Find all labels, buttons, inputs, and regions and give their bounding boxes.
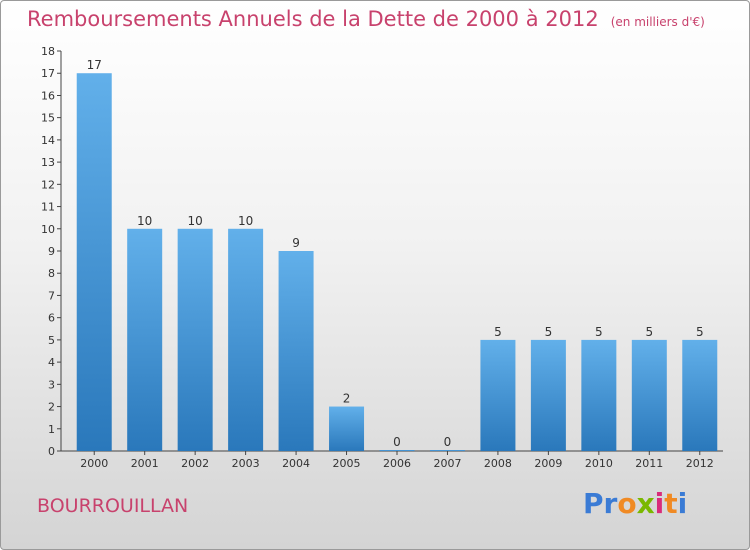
data-label: 5	[545, 325, 553, 339]
y-tick-label: 6	[48, 312, 55, 325]
y-tick-label: 13	[41, 156, 55, 169]
y-tick-label: 2	[48, 401, 55, 414]
bar	[127, 228, 163, 451]
data-label: 5	[696, 325, 704, 339]
data-label: 5	[494, 325, 502, 339]
logo-letter: t	[664, 487, 678, 520]
y-tick-label: 12	[41, 178, 55, 191]
data-label: 5	[595, 325, 603, 339]
y-tick-label: 14	[41, 134, 55, 147]
bar	[379, 450, 415, 451]
bar	[581, 339, 617, 451]
data-labels: 17 10 10 10 9 2 0 0 5 5 5 5 5	[87, 58, 704, 449]
x-tick-label: 2012	[686, 457, 714, 470]
x-tick-label: 2000	[80, 457, 108, 470]
commune-name: BOURROUILLAN	[37, 495, 189, 517]
data-label: 0	[393, 435, 401, 449]
y-tick-label: 17	[41, 67, 55, 80]
unit-note: (en milliers d'€)	[610, 15, 705, 29]
bar	[480, 339, 516, 451]
data-label: 9	[292, 236, 300, 250]
y-tick-label: 7	[48, 289, 55, 302]
x-tick-label: 2007	[433, 457, 461, 470]
bar	[177, 228, 213, 451]
logo-letter: i	[654, 487, 665, 520]
logo-letter: x	[636, 487, 655, 520]
x-tick-label: 2002	[181, 457, 209, 470]
data-label: 17	[87, 58, 102, 72]
y-tick-label: 11	[41, 201, 55, 214]
logo-letter: i	[677, 487, 688, 520]
y-tick-label: 16	[41, 89, 55, 102]
data-label: 0	[444, 435, 452, 449]
data-label: 10	[188, 214, 203, 228]
y-tick-label: 9	[48, 245, 55, 258]
x-tick-label: 2003	[232, 457, 260, 470]
data-label: 10	[137, 214, 152, 228]
data-label: 5	[645, 325, 653, 339]
data-label: 2	[343, 392, 351, 406]
bar	[429, 450, 465, 451]
chart-title: Remboursements Annuels de la Dette de 20…	[27, 7, 705, 31]
data-label: 10	[238, 214, 253, 228]
bar	[682, 339, 718, 451]
x-tick-label: 2001	[131, 457, 159, 470]
y-tick-label: 4	[48, 356, 55, 369]
y-tick-label: 18	[41, 45, 55, 58]
x-tick-label: 2010	[585, 457, 613, 470]
bar	[228, 228, 264, 451]
y-tick-label: 0	[48, 445, 55, 458]
x-tick-label: 2009	[534, 457, 562, 470]
bar	[76, 73, 112, 451]
y-tick-label: 8	[48, 267, 55, 280]
bar	[631, 339, 667, 451]
bar	[329, 406, 365, 451]
y-tick-label: 5	[48, 334, 55, 347]
x-tick-label: 2004	[282, 457, 310, 470]
y-tick-label: 3	[48, 378, 55, 391]
bar	[278, 251, 314, 451]
bars	[76, 73, 718, 451]
logo-letter: o	[617, 487, 637, 520]
logo-letter: P	[583, 487, 604, 520]
y-tick-label: 1	[48, 423, 55, 436]
y-tick-label: 15	[41, 112, 55, 125]
x-tick-label: 2005	[333, 457, 361, 470]
bar	[530, 339, 566, 451]
proxiti-logo: Proxiti	[583, 487, 687, 520]
x-tick-label: 2006	[383, 457, 411, 470]
y-tick-label: 10	[41, 223, 55, 236]
x-tick-label: 2008	[484, 457, 512, 470]
x-tick-label: 2011	[635, 457, 663, 470]
chart-title-text: Remboursements Annuels de la Dette de 20…	[27, 7, 599, 31]
logo-letter: r	[603, 487, 618, 520]
